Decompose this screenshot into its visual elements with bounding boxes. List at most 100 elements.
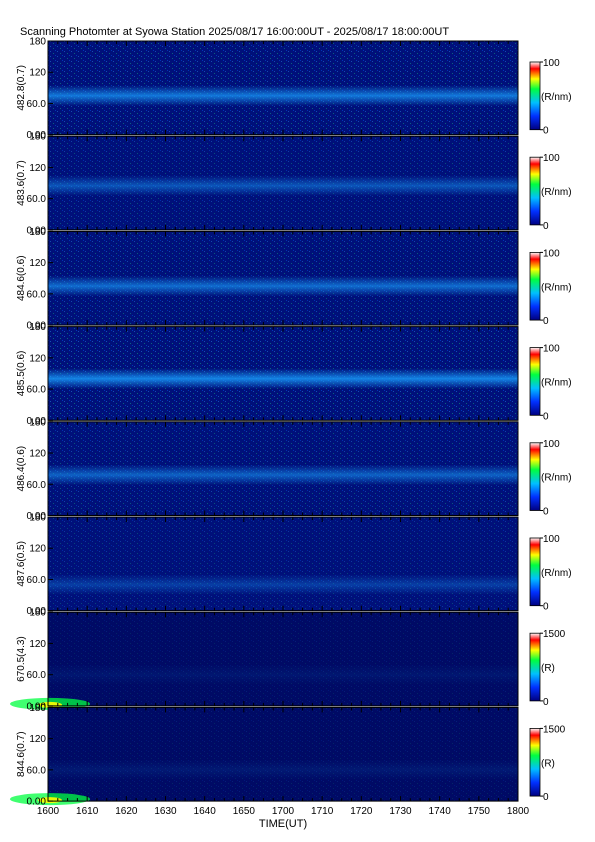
colorbar-max-label: 100 [543,439,560,450]
panel-5: 0.00 60.0 120 180 486.4(0.6) 100 0 (R/nm) [16,417,572,522]
x-tick-label: 1800 [507,806,530,817]
y-tick-label: 120 [29,68,46,79]
colorbar-min-label: 0 [543,411,549,422]
colorbar-unit-label: (R/nm) [541,92,572,103]
emission-band [48,85,518,106]
colorbar-min-label: 0 [543,316,549,327]
y-tick-label: 60.0 [27,575,47,586]
colorbar-unit-label: (R/nm) [541,473,572,484]
chart-title: Scanning Photomter at Syowa Station 2025… [20,26,450,38]
y-tick-label: 60.0 [27,480,47,491]
panel-4: 0.00 60.0 120 180 485.5(0.6) 100 0 (R/nm) [16,322,572,427]
colorbar [529,537,541,607]
panel-ylabel: 485.5(0.6) [16,351,27,397]
x-tick-label: 1750 [468,806,491,817]
colorbar-max-label: 1500 [543,629,566,640]
x-tick-label: 1740 [429,806,452,817]
x-tick-label: 1600 [37,806,60,817]
heatmap-noise [48,612,518,706]
emission-band [48,664,518,685]
colorbar-max-label: 100 [543,344,560,355]
y-tick-label: 0.00 [27,701,47,712]
y-tick-label: 0.00 [27,130,47,141]
x-tick-label: 1620 [115,806,138,817]
colorbar-min-label: 0 [543,126,549,137]
colorbar-max-label: 100 [543,534,560,545]
y-tick-label: 180 [29,37,46,48]
panel-3: 0.00 60.0 120 180 484.6(0.6) 100 0 (R/nm) [16,227,572,332]
panel-ylabel: 483.6(0.7) [16,160,27,206]
heatmap-hotspot-core [38,701,62,708]
x-tick-label: 1720 [350,806,373,817]
y-tick-label: 60.0 [27,765,47,776]
colorbar-unit-label: (R/nm) [541,282,572,293]
y-tick-label: 120 [29,544,46,555]
panel-ylabel: 670.5(4.3) [16,636,27,682]
panel-ylabel: 484.6(0.6) [16,255,27,301]
y-tick-label: 180 [29,513,46,524]
heatmap-noise [48,517,518,611]
colorbar-min-label: 0 [543,697,549,708]
colorbar [529,251,541,321]
panel-1: 0.00 60.0 120 180 482.8(0.7) 100 0 (R/nm) [16,37,572,142]
colorbar [529,156,541,226]
y-tick-label: 120 [29,258,46,269]
emission-band [48,275,518,297]
heatmap-shade [48,707,518,802]
x-tick-label: 1610 [76,806,99,817]
y-tick-label: 180 [29,703,46,714]
emission-band [48,759,518,781]
colorbar-unit-label: (R) [541,758,555,769]
colorbar [529,61,541,131]
colorbar-unit-label: (R/nm) [541,377,572,388]
colorbar-unit-label: (R/nm) [541,187,572,198]
y-tick-label: 60.0 [27,670,47,681]
colorbar [529,632,541,702]
y-tick-label: 120 [29,353,46,364]
y-tick-label: 120 [29,734,46,745]
panel-ylabel: 486.4(0.6) [16,446,27,492]
panel-ylabel: 487.6(0.5) [16,541,27,587]
colorbar-min-label: 0 [543,221,549,232]
colorbar [529,442,541,511]
emission-band [48,368,518,389]
y-tick-label: 180 [29,227,46,238]
y-tick-label: 120 [29,639,46,650]
colorbar [529,728,541,797]
x-tick-label: 1700 [272,806,295,817]
colorbar-min-label: 0 [543,602,549,613]
colorbar-unit-label: (R) [541,663,555,674]
colorbar-unit-label: (R/nm) [541,568,572,579]
panel-6: 0.00 60.0 120 180 487.6(0.5) 100 0 (R/nm) [16,513,572,618]
emission-band [48,574,518,595]
colorbar-min-label: 0 [543,507,549,518]
y-tick-label: 180 [29,132,46,143]
y-tick-label: 0.00 [27,797,47,808]
y-tick-label: 60.0 [27,385,47,396]
panel-ylabel: 482.8(0.7) [16,65,27,111]
y-tick-label: 0.00 [27,321,47,332]
y-tick-label: 180 [29,608,46,619]
y-tick-label: 0.00 [27,511,47,522]
heatmap-shade [48,612,518,706]
x-tick-label: 1640 [194,806,217,817]
x-tick-label: 1710 [311,806,334,817]
x-tick-label: 1630 [154,806,177,817]
y-tick-label: 60.0 [27,289,47,300]
y-tick-label: 60.0 [27,99,47,110]
x-tick-label: 1730 [389,806,412,817]
panel-ylabel: 844.6(0.7) [16,731,27,777]
y-tick-label: 120 [29,163,46,174]
colorbar-max-label: 100 [543,153,560,164]
colorbar-min-label: 0 [543,792,549,803]
x-tick-label: 1650 [233,806,256,817]
colorbar-max-label: 100 [543,248,560,259]
y-tick-label: 60.0 [27,194,47,205]
colorbar [529,347,541,416]
emission-band [48,464,518,486]
colorbar-max-label: 1500 [543,724,566,735]
emission-band [48,175,518,196]
x-axis-label: TIME(UT) [259,818,307,830]
y-tick-label: 120 [29,449,46,460]
